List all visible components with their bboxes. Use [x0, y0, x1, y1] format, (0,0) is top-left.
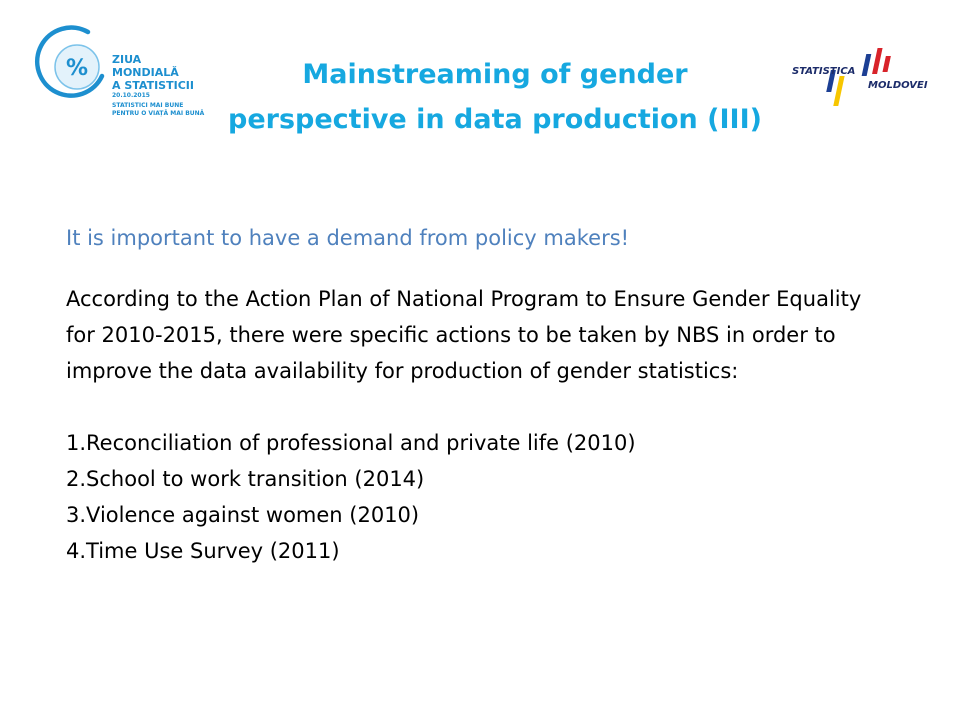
list-item: 1.Reconciliation of professional and pri…	[66, 431, 636, 455]
body-content: According to the Action Plan of National…	[66, 281, 886, 569]
list-item: 3.Violence against women (2010)	[66, 503, 420, 527]
logo-date: 20.10.2015	[112, 92, 150, 99]
logo-slogan-line2: PENTRU O VIAȚĂ MAI BUNĂ	[112, 110, 205, 117]
percent-circle-icon: %	[34, 25, 105, 98]
logo-word-statistica: STATISTICA	[792, 66, 856, 77]
list-item: 4.Time Use Survey (2011)	[66, 539, 340, 563]
logo-text-line3: A STATISTICII	[112, 79, 194, 92]
subtitle: It is important to have a demand from po…	[66, 226, 630, 250]
intro-paragraph: According to the Action Plan of National…	[66, 287, 862, 383]
logo-word-moldovei: MOLDOVEI	[868, 80, 928, 91]
survey-list: 1.Reconciliation of professional and pri…	[66, 425, 886, 569]
slide-title: Mainstreaming of gender perspective in d…	[195, 52, 795, 142]
statistica-moldovei-logo: STATISTICA MOLDOVEI	[792, 46, 932, 110]
list-item: 2.School to work transition (2014)	[66, 467, 425, 491]
world-statistics-day-logo: % ZIUA MONDIALĂ A STATISTICII 20.10.2015…	[28, 18, 228, 148]
logo-slogan-line1: STATISTICI MAI BUNE	[112, 102, 184, 109]
logo-percent-symbol: %	[66, 56, 88, 81]
slide-title-line1: Mainstreaming of gender	[302, 59, 688, 90]
stripes-icon	[826, 48, 891, 106]
slide-title-line2: perspective in data production (III)	[228, 104, 762, 135]
logo-text-line2: MONDIALĂ	[112, 66, 179, 79]
logo-text-line1: ZIUA	[112, 53, 142, 66]
